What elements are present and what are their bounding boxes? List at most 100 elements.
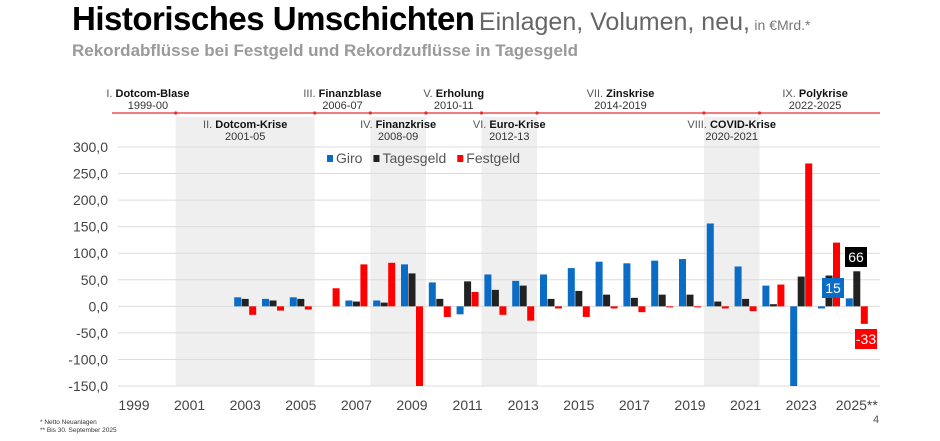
bar-festgeld-2012 (499, 306, 507, 315)
bar-tagesgeld-2019 (686, 294, 694, 307)
bar-tagesgeld-2023 (797, 276, 805, 307)
timeline-dot (702, 111, 706, 115)
data-label-box (822, 278, 844, 298)
subtitle: Rekordabflüsse bei Festgeld und Rekordzu… (72, 41, 579, 60)
bar-giro-2013 (512, 280, 520, 307)
bar-giro-2015 (567, 268, 575, 307)
bar-festgeld-2008 (388, 262, 396, 307)
bar-festgeld-2005 (304, 306, 312, 310)
bar-giro-2008 (373, 300, 381, 307)
footnote-1: * Netto Neuanlagen (40, 419, 97, 426)
era-label: VI. Euro-Krise (473, 119, 546, 131)
bar-giro-2022 (762, 285, 770, 307)
bar-tagesgeld-2011 (464, 281, 472, 307)
bar-tagesgeld-2013 (519, 285, 527, 307)
data-label-box (845, 247, 867, 267)
era-label: V. Erholung (423, 88, 484, 100)
bar-festgeld-2024 (833, 242, 840, 307)
y-tick-label: 0,0 (89, 298, 109, 314)
bar-festgeld-2014 (555, 306, 562, 309)
x-tick-label: 2025** (836, 397, 879, 413)
bar-giro-2012 (484, 274, 492, 307)
era-years: 2008-09 (378, 131, 418, 143)
era-label: III. Finanzblase (303, 88, 381, 100)
data-label: 15 (825, 280, 841, 296)
bar-tagesgeld-2020 (714, 301, 722, 307)
bar-tagesgeld-2008 (380, 302, 388, 307)
x-tick-label: 2009 (396, 397, 427, 413)
bar-festgeld-2013 (527, 306, 535, 321)
era-label: VII. Zinskrise (587, 88, 655, 100)
era-label: I. Dotcom-Blase (106, 88, 189, 100)
era-label: II. Dotcom-Krise (203, 119, 287, 131)
bar-festgeld-2003 (249, 306, 257, 315)
y-tick-label: 200,0 (73, 192, 108, 208)
bar-giro-2005 (289, 297, 297, 307)
page-title: Historisches Umschichten Einlagen, Volum… (72, 0, 810, 38)
x-tick-label: 2007 (341, 397, 372, 413)
x-tick-label: 2011 (453, 397, 483, 413)
timeline-dot (174, 111, 178, 115)
bar-festgeld-2011 (471, 291, 479, 307)
timeline-dot (757, 111, 762, 115)
bar-tagesgeld-2010 (436, 298, 444, 307)
bar-giro-2014 (540, 274, 547, 307)
timeline-dot (424, 111, 428, 115)
bar-festgeld-2006 (332, 288, 340, 307)
bar-giro-2009 (401, 264, 408, 307)
era-years: 2010-11 (434, 100, 474, 112)
bar-giro-2016 (595, 261, 603, 307)
timeline-dot (313, 111, 317, 115)
y-tick-label: -100,0 (68, 351, 108, 367)
era-years: 2012-13 (489, 131, 529, 143)
bar-giro-2010 (428, 282, 436, 307)
era-years: 1999-00 (128, 100, 168, 112)
legend-label-tagesgeld: Tagesgeld (382, 150, 446, 166)
x-tick-label: 2023 (786, 397, 817, 413)
bar-giro-2023 (790, 306, 798, 386)
legend-swatch-tagesgeld (373, 155, 380, 162)
era-band (175, 117, 315, 386)
data-label: -33 (856, 331, 876, 347)
bar-festgeld-2015 (582, 306, 590, 317)
bar-festgeld-2020 (721, 306, 729, 309)
era-band (481, 117, 538, 386)
y-tick-label: 100,0 (73, 245, 108, 261)
bar-festgeld-2019 (694, 306, 701, 308)
bar-tagesgeld-2003 (241, 298, 249, 307)
bar-tagesgeld-2012 (491, 289, 499, 307)
bar-tagesgeld-2021 (742, 298, 750, 307)
y-tick-label: 300,0 (73, 139, 108, 155)
x-tick-label: 2019 (674, 397, 705, 413)
bar-tagesgeld-2007 (352, 301, 360, 307)
legend-label-giro: Giro (336, 150, 363, 166)
bar-tagesgeld-2004 (269, 300, 277, 307)
era-years: 2014-2019 (594, 100, 647, 112)
y-tick-label: -50,0 (76, 325, 108, 341)
bar-festgeld-2007 (360, 264, 368, 307)
bar-giro-2019 (679, 259, 686, 307)
era-label: IV. Finanzkrise (360, 119, 436, 131)
bar-festgeld-2004 (277, 306, 284, 311)
bar-festgeld-2018 (666, 306, 674, 308)
bar-festgeld-2010 (443, 306, 451, 317)
x-tick-label: 2021 (730, 397, 761, 413)
bar-tagesgeld-2022 (769, 304, 777, 307)
era-years: 2022-2025 (789, 100, 842, 112)
bar-festgeld-2021 (749, 306, 757, 312)
title-suffix: Einlagen, Volumen, neu, (478, 8, 750, 36)
bar-giro-2025 (845, 298, 853, 307)
title-main: Historisches Umschichten (72, 0, 475, 37)
x-tick-label: 2017 (619, 397, 650, 413)
timeline-dot (479, 111, 484, 115)
x-tick-label: 2013 (508, 397, 539, 413)
data-label: 66 (848, 249, 864, 265)
y-tick-label: 250,0 (73, 166, 108, 182)
title-unit: in €Mrd.* (754, 17, 811, 33)
bar-festgeld-2022 (777, 284, 785, 307)
bar-giro-2011 (456, 306, 464, 315)
bar-tagesgeld-2015 (575, 290, 583, 307)
era-years: 2020-2021 (705, 131, 758, 143)
